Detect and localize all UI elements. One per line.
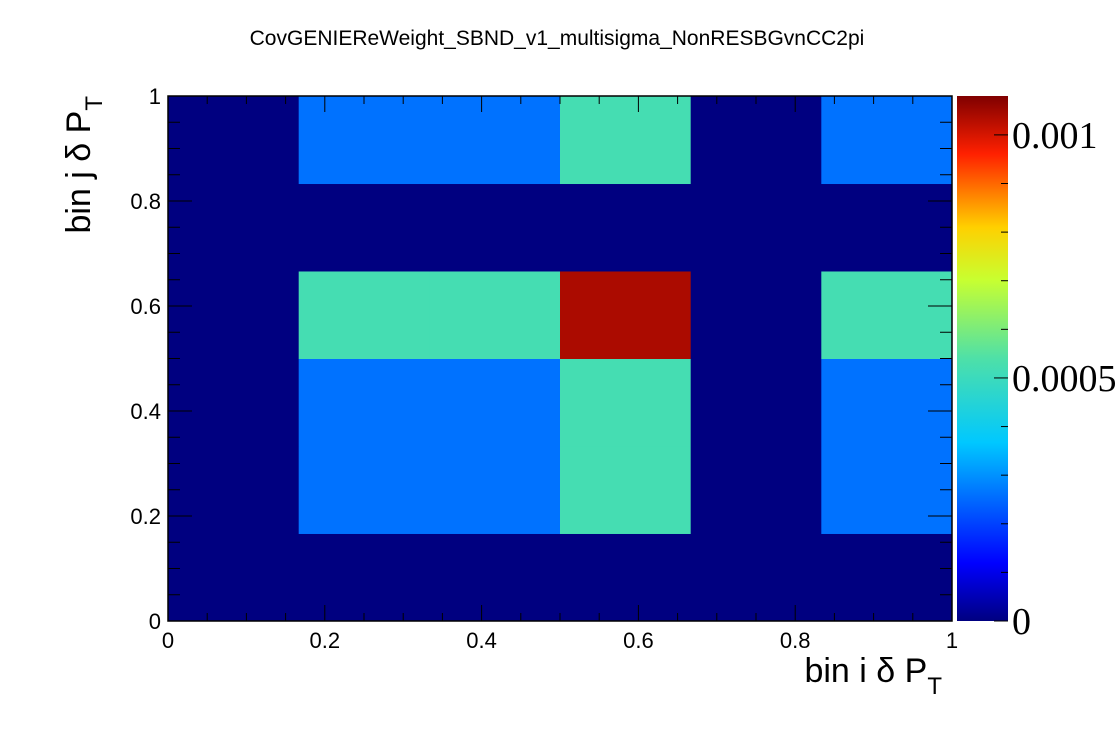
heatmap-cell <box>298 96 430 185</box>
x-tick-label: 0.4 <box>466 628 497 653</box>
y-axis-ticks: 0 0.2 0.4 0.6 0.8 1 <box>130 84 952 634</box>
heatmap-cell <box>690 270 822 359</box>
heatmap-cell <box>168 270 300 359</box>
heatmap-cell <box>690 358 822 447</box>
y-tick-label: 1 <box>149 84 161 109</box>
heatmap-cell <box>168 533 300 622</box>
heatmap-cell <box>298 446 430 534</box>
x-tick-label: 1 <box>946 628 958 653</box>
y-tick-label: 0.4 <box>130 399 161 424</box>
heatmap-cell <box>690 183 822 272</box>
heatmap-cell <box>821 96 953 185</box>
heatmap-cell <box>168 183 300 272</box>
y-tick-label: 0.8 <box>130 189 161 214</box>
heatmap-cell <box>168 446 300 534</box>
heatmap-cell <box>429 270 561 359</box>
heatmap-cell <box>429 96 561 185</box>
x-tick-label: 0.8 <box>780 628 811 653</box>
heatmap-cell <box>560 533 692 622</box>
colorbar-tick-label: 0.0005 <box>1012 358 1117 400</box>
heatmap-cell <box>821 533 953 622</box>
heatmap-cell <box>690 533 822 622</box>
chart-title: CovGENIEReWeight_SBND_v1_multisigma_NonR… <box>250 27 865 50</box>
heatmap-cell <box>690 446 822 534</box>
heatmap-cell <box>298 270 430 359</box>
heatmap-cell <box>821 183 953 272</box>
colorbar <box>957 96 1008 621</box>
heatmap-cell <box>429 183 561 272</box>
x-axis-ticks: 0 0.2 0.4 0.6 0.8 1 <box>162 96 958 653</box>
x-axis-label: bin i δ PT <box>804 652 942 700</box>
colorbar-ticks: 0 0.0005 0.001 <box>994 115 1117 643</box>
heatmap-cell <box>690 96 822 185</box>
y-axis-label: bin j δ PT <box>60 96 108 234</box>
heatmap-cell <box>560 446 692 534</box>
heatmap-cell <box>560 96 692 185</box>
y-tick-label: 0.2 <box>130 504 161 529</box>
colorbar-tick-label: 0.001 <box>1012 115 1098 157</box>
heatmap-cell <box>821 270 953 359</box>
heatmap-cell <box>429 358 561 447</box>
heatmap-cell <box>298 358 430 447</box>
heatmap-cell <box>429 533 561 622</box>
heatmap-cell <box>168 96 300 185</box>
colorbar-tick-label: 0 <box>1012 601 1031 643</box>
y-tick-label: 0.6 <box>130 294 161 319</box>
heatmap-cell <box>298 533 430 622</box>
heatmap-cell <box>560 358 692 447</box>
heatmap-cell <box>429 446 561 534</box>
x-tick-label: 0.6 <box>623 628 654 653</box>
heatmap-cell <box>298 183 430 272</box>
x-tick-label: 0 <box>162 628 174 653</box>
heatmap-cell <box>168 358 300 447</box>
heatmap-cells <box>168 96 953 622</box>
heatmap-cell <box>821 358 953 447</box>
x-tick-label: 0.2 <box>310 628 341 653</box>
heatmap-cell <box>821 446 953 534</box>
heatmap-cell <box>560 183 692 272</box>
heatmap-cell <box>560 270 692 359</box>
y-tick-label: 0 <box>149 609 161 634</box>
